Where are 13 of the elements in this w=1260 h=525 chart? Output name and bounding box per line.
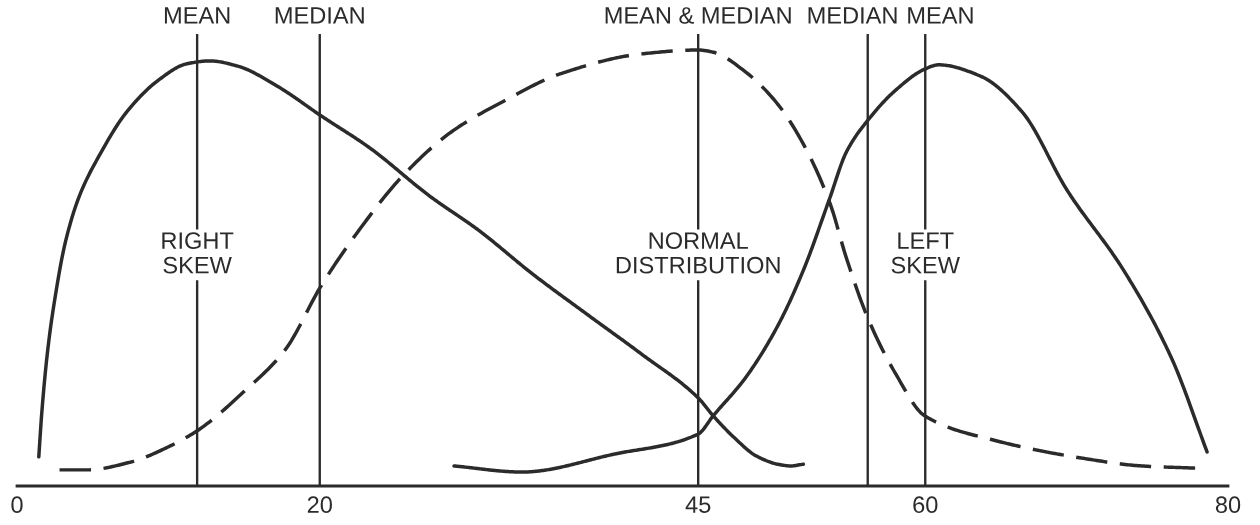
annotation: NORMAL DISTRIBUTION bbox=[616, 232, 780, 274]
x-tick-label: 45 bbox=[685, 496, 711, 514]
annotation: RIGHT SKEW bbox=[162, 232, 234, 274]
ref-line-label: MEDIAN bbox=[808, 7, 897, 24]
x-tick-label: 60 bbox=[913, 496, 938, 514]
x-tick-label: 80 bbox=[1215, 496, 1241, 514]
x-tick-label: 20 bbox=[307, 496, 332, 514]
annotation: LEFT SKEW bbox=[891, 232, 960, 274]
x-tick-label: 0 bbox=[11, 496, 23, 514]
ref-line-label: MEDIAN bbox=[275, 7, 364, 24]
ref-line-label: MEAN & MEDIAN bbox=[605, 7, 791, 24]
ref-line-label: MEAN bbox=[908, 7, 973, 24]
ref-line-label: MEAN bbox=[164, 7, 230, 24]
